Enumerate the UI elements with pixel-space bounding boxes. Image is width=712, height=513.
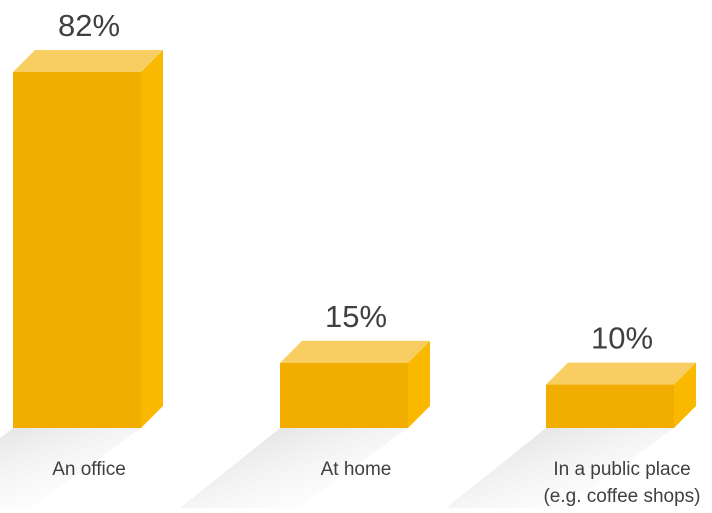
- category-label-line: An office: [52, 459, 126, 480]
- bar-side: [141, 50, 163, 428]
- data-label: 82%: [58, 8, 120, 43]
- bar: [280, 362, 408, 428]
- bar-top: [546, 362, 696, 385]
- data-label: 10%: [591, 321, 653, 356]
- bar-shadow: [0, 428, 141, 508]
- data-label: 15%: [325, 299, 387, 334]
- bar: [546, 384, 674, 428]
- bar: [13, 72, 141, 428]
- labels: 82% An office 15% At home 10% In a public pla…: [52, 8, 700, 507]
- category-label: An office: [52, 459, 126, 480]
- bar-top: [280, 340, 430, 363]
- bar-side: [674, 362, 696, 428]
- bar-shadow: [446, 428, 674, 508]
- bar-side: [408, 340, 430, 428]
- category-label-line: (e.g. coffee shops): [543, 486, 700, 507]
- category-label: At home: [321, 459, 392, 480]
- bar-shadows: [0, 428, 674, 508]
- bar-shadow: [180, 428, 408, 508]
- bars: [13, 50, 696, 428]
- category-label-line: In a public place: [553, 459, 690, 480]
- bar-top: [13, 50, 163, 72]
- category-label: In a public place (e.g. coffee shops): [543, 459, 700, 507]
- category-label-line: At home: [321, 459, 392, 480]
